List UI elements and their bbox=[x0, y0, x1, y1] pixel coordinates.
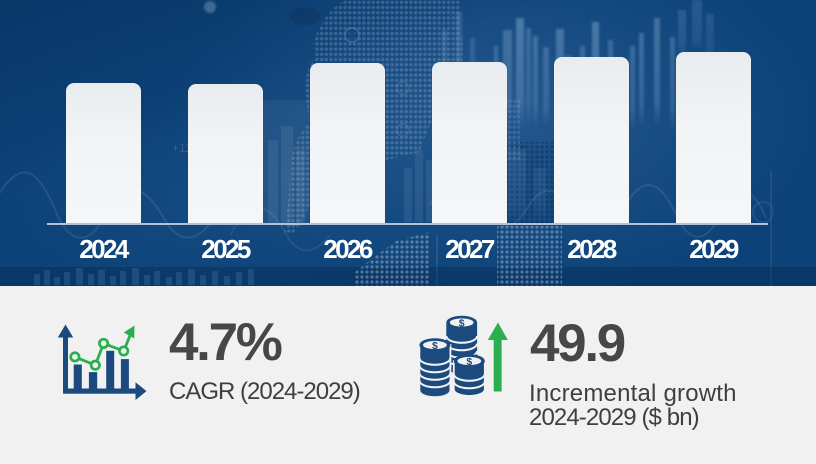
svg-text:$: $ bbox=[432, 340, 438, 352]
svg-text:$: $ bbox=[466, 356, 472, 368]
svg-text:$: $ bbox=[459, 317, 465, 329]
